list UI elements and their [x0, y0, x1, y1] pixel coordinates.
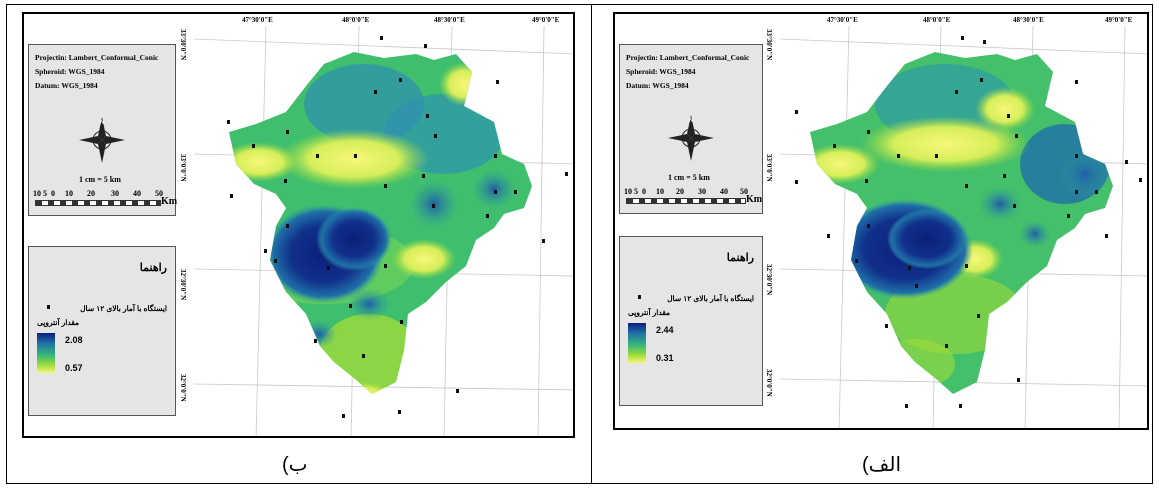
lat-label: 32°0'0"N — [179, 374, 187, 402]
map-canvas-alef — [779, 25, 1147, 428]
scale-text: 1 cm = 5 km — [79, 175, 121, 184]
lat-label: 32°30'0"N — [765, 264, 773, 296]
datum-text: Datum: WGS_1984 — [626, 81, 689, 90]
scale-tick: 30 — [111, 189, 119, 198]
station-markers-alef — [795, 36, 1142, 408]
svg-text:N: N — [100, 120, 105, 126]
scale-tick: 0 — [51, 189, 55, 198]
map-info-panel: Projectin: Lambert_Conformal_Conic Spher… — [619, 44, 763, 214]
spheroid-text: Spheroid: WGS_1984 — [35, 67, 105, 76]
scale-tick: 20 — [87, 189, 95, 198]
scale-tick: 10 — [656, 187, 664, 196]
legend-station-label: ایستگاه با آمار بالای ۱۲ سال — [667, 294, 754, 303]
map-canvas-b — [193, 25, 573, 436]
ramp-max: 2.44 — [656, 325, 674, 335]
scale-bar: 10 5 0 10 20 30 40 50 Km — [624, 187, 763, 209]
lat-label: 33°0'0"N — [179, 154, 187, 182]
station-markers-b — [227, 36, 568, 418]
legend-variable-label: مقدار آنتروپی — [628, 308, 671, 317]
caption-alef: الف) — [862, 454, 902, 476]
datum-text: Datum: WGS_1984 — [35, 81, 98, 90]
scale-unit: Km — [161, 196, 178, 207]
figure-divider — [591, 4, 592, 484]
svg-text:N: N — [689, 118, 694, 124]
map-info-panel: Projectin: Lambert_Conformal_Conic Spher… — [28, 44, 177, 216]
ramp-min: 0.31 — [656, 353, 674, 363]
scale-tick: 20 — [676, 187, 684, 196]
projection-text: Projectin: Lambert_Conformal_Conic — [35, 53, 159, 62]
map-legend-panel: راهنما ایستگاه با آمار بالای ۱۲ سال مقدا… — [619, 236, 763, 406]
scale-bar: 10 5 0 10 20 30 40 50 Km — [33, 189, 177, 211]
legend-title: راهنما — [726, 252, 754, 264]
lat-label: 33°0'0"N — [765, 154, 773, 182]
north-arrow-icon: N — [79, 117, 125, 163]
north-arrow-icon: N — [668, 115, 714, 161]
scale-tick: 50 — [155, 189, 163, 198]
lon-label: 48°0'0"E — [342, 16, 370, 24]
lon-label: 49°0'0"E — [1105, 16, 1133, 24]
scale-tick: 40 — [133, 189, 141, 198]
color-ramp — [628, 323, 646, 363]
entropy-surface-b — [229, 52, 532, 394]
lat-label: 33°30'0"N — [765, 29, 773, 61]
lon-label: 48°30'0"E — [434, 16, 465, 24]
color-ramp — [37, 333, 55, 373]
ramp-max: 2.08 — [65, 335, 83, 345]
map-legend-panel: راهنما ایستگاه با آمار بالای ۱۲ سال مقدا… — [28, 246, 176, 416]
lon-label: 49°0'0"E — [532, 16, 560, 24]
legend-variable-label: مقدار آنتروپی — [37, 318, 80, 327]
scale-tick: 10 — [33, 189, 41, 198]
lon-label: 48°30'0"E — [1013, 16, 1044, 24]
lon-label: 47°30'0"E — [827, 16, 858, 24]
ramp-min: 0.57 — [65, 363, 83, 373]
scale-tick: 40 — [720, 187, 728, 196]
map-panel-b: 47°30'0"E 48°0'0"E 48°30'0"E 49°0'0"E 33… — [22, 12, 575, 438]
scale-tick: 50 — [740, 187, 748, 196]
scale-tick: 10 — [624, 187, 632, 196]
scale-tick: 0 — [642, 187, 646, 196]
map-panel-alef: 47°30'0"E 48°0'0"E 48°30'0"E 49°0'0"E 33… — [613, 12, 1149, 430]
lon-label: 48°0'0"E — [923, 16, 951, 24]
figure-frame — [6, 4, 1153, 484]
lon-label: 47°30'0"E — [242, 16, 273, 24]
scale-text: 1 cm = 5 km — [668, 173, 710, 182]
scale-tick: 5 — [43, 189, 47, 198]
spheroid-text: Spheroid: WGS_1984 — [626, 67, 696, 76]
projection-text: Projectin: Lambert_Conformal_Conic — [626, 53, 750, 62]
lat-label: 32°0'0"N — [765, 369, 773, 397]
caption-b: ب) — [282, 454, 308, 476]
lat-label: 33°30'0"N — [179, 29, 187, 61]
station-marker-icon — [638, 295, 641, 299]
scale-unit: Km — [746, 194, 763, 205]
scale-tick: 10 — [65, 189, 73, 198]
scale-tick: 5 — [634, 187, 638, 196]
scale-tick: 30 — [698, 187, 706, 196]
station-marker-icon — [47, 305, 50, 309]
lat-label: 32°30'0"N — [179, 269, 187, 301]
legend-station-label: ایستگاه با آمار بالای ۱۲ سال — [80, 304, 167, 313]
legend-title: راهنما — [139, 262, 167, 274]
